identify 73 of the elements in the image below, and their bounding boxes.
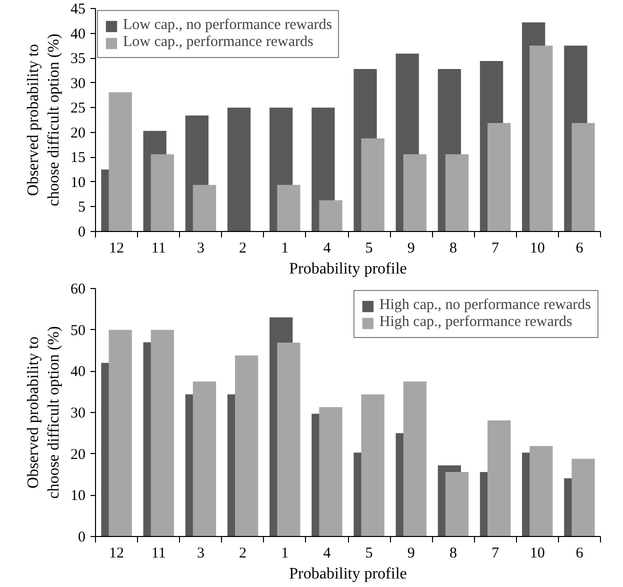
x-tick-label: 3	[196, 546, 204, 562]
x-tick-label: 4	[323, 240, 332, 256]
bar	[572, 458, 595, 536]
bar	[572, 122, 595, 232]
y-tick-label: 35	[70, 51, 86, 68]
bar	[150, 154, 174, 232]
x-tick-label: 7	[492, 240, 500, 256]
bar	[108, 92, 132, 232]
y-tick-label: 5	[78, 200, 86, 216]
x-tick-label: 4	[323, 546, 332, 562]
x-tick-label: 5	[365, 240, 373, 256]
bar	[361, 138, 384, 232]
y-tick-label: 30	[70, 76, 86, 92]
y-tick-label: 15	[70, 150, 86, 166]
bar	[530, 46, 553, 232]
y-tick-label: 40	[70, 26, 86, 42]
bar	[277, 184, 300, 232]
y-tick-label: 60	[70, 282, 86, 298]
y-tick-label: 25	[70, 100, 86, 117]
y-axis-title: Observed probability to choose difficult option (%)	[25, 326, 62, 499]
x-tick-label: 10	[530, 546, 545, 562]
x-tick-label: 6	[576, 546, 584, 562]
bar	[403, 382, 426, 536]
x-tick-label: 2	[239, 240, 247, 256]
bar	[235, 355, 258, 536]
y-tick-label: 50	[70, 322, 86, 339]
x-tick-label: 9	[407, 240, 415, 256]
x-tick-label: 8	[449, 546, 457, 562]
y-tick-label: 45	[70, 2, 86, 18]
x-tick-label: 9	[407, 546, 415, 562]
bar	[192, 184, 216, 232]
y-tick-label: 20	[70, 125, 86, 142]
x-tick-label: 11	[151, 546, 166, 562]
x-axis-title: Probability profile	[289, 566, 407, 582]
legend-label: High cap., performance rewards	[379, 314, 572, 331]
y-tick-label: 30	[70, 406, 86, 422]
legend-label: High cap., no performance rewards	[379, 297, 591, 314]
x-tick-label: 1	[281, 546, 289, 562]
y-tick-label: 10	[70, 174, 86, 191]
bar	[445, 154, 469, 232]
y-tick-label: 0	[78, 530, 86, 546]
x-axis-title: Probability profile	[289, 260, 407, 278]
y-tick-label: 0	[78, 224, 86, 240]
bar	[150, 330, 174, 536]
bar	[361, 394, 384, 536]
bar	[403, 154, 426, 232]
bar	[319, 407, 342, 536]
legend-label: Low cap., no performance rewards	[123, 17, 332, 34]
y-tick-label: 40	[70, 364, 86, 380]
bar	[530, 446, 553, 536]
x-tick-label: 12	[109, 546, 124, 562]
x-tick-label: 5	[365, 546, 373, 562]
bar	[192, 382, 216, 536]
bar	[445, 472, 469, 536]
bar	[488, 420, 511, 536]
y-axis-title: Observed probability to choose difficult option (%)	[25, 34, 62, 206]
y-tick-label: 20	[70, 446, 86, 463]
y-tick-label: 10	[70, 488, 86, 504]
x-tick-label: 1	[281, 240, 289, 256]
bar	[319, 200, 342, 232]
bar	[227, 108, 251, 232]
x-tick-label: 8	[449, 240, 457, 256]
x-tick-label: 6	[576, 240, 584, 256]
x-tick-label: 2	[239, 546, 247, 562]
x-tick-label: 11	[151, 240, 166, 256]
bar	[277, 342, 300, 536]
x-tick-label: 3	[196, 240, 204, 256]
x-tick-label: 7	[492, 546, 500, 562]
x-tick-label: 12	[109, 240, 124, 256]
bar	[108, 330, 132, 536]
bar	[488, 122, 511, 232]
legend-label: Low cap., performance rewards	[123, 34, 314, 51]
x-tick-label: 10	[530, 240, 545, 256]
